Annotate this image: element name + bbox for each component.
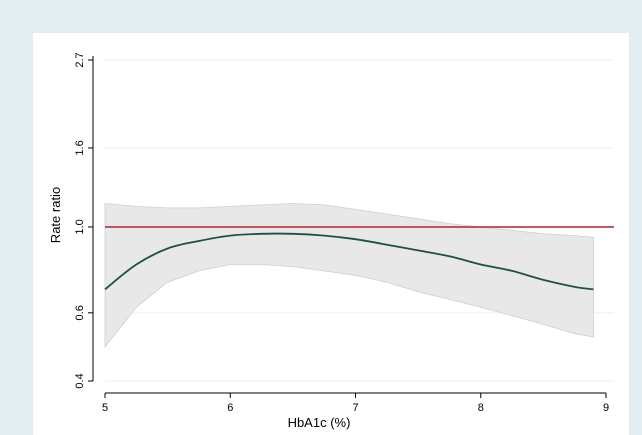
x-tick-label: 5	[102, 402, 108, 414]
y-tick-label: 1.6	[74, 140, 86, 155]
chart-svg: 0.4 0.6 1.0 1.6 2.7 5 6 7 8 9 HbA1c (%) Rate rati…	[48, 52, 614, 430]
x-tick-label: 8	[478, 402, 484, 414]
axis-layer: 0.4 0.6 1.0 1.6 2.7 5 6 7 8 9	[74, 52, 609, 414]
x-tick-label: 6	[227, 402, 233, 414]
x-axis-label: HbA1c (%)	[288, 415, 351, 430]
y-tick-label: 0.6	[74, 305, 86, 320]
confidence-band	[104, 203, 594, 349]
x-tick-label: 7	[352, 402, 358, 414]
x-tick-label: 9	[603, 402, 609, 414]
y-axis-label: Rate ratio	[48, 187, 63, 243]
plot-panel: 0.4 0.6 1.0 1.6 2.7 5 6 7 8 9 HbA1c (%) Rate rati…	[33, 33, 629, 435]
y-tick-label: 0.4	[74, 373, 86, 388]
fitted-curve	[104, 232, 594, 291]
figure-frame: 0.4 0.6 1.0 1.6 2.7 5 6 7 8 9 HbA1c (%) Rate rati…	[10, 10, 636, 435]
y-tick-label: 2.7	[74, 52, 86, 67]
y-tick-label: 1.0	[74, 219, 86, 234]
